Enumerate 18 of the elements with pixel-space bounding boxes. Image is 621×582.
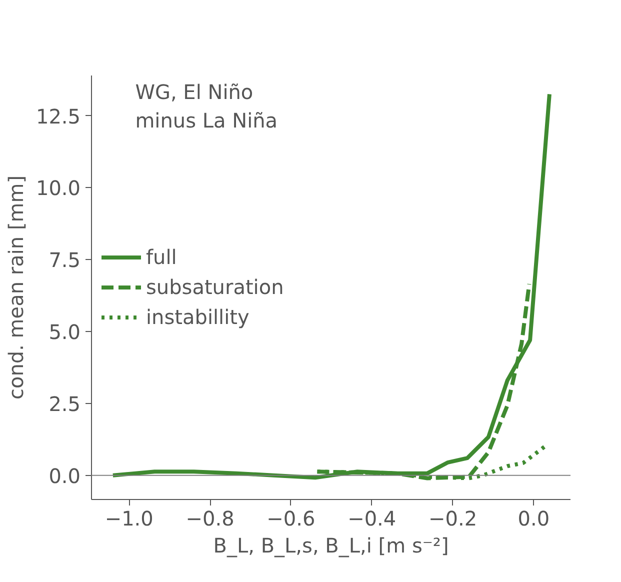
legend-label: subsaturation [146,275,284,299]
x-tick-label: −0.2 [428,506,478,530]
legend-label: instabillity [146,305,250,329]
x-tick-label: −0.6 [266,506,316,530]
x-tick-label: −0.8 [186,506,234,530]
y-tick-label: 5.0 [48,320,81,344]
y-tick-label: 12.5 [36,104,80,128]
y-axis-title: cond. mean rain [mm] [4,175,28,400]
y-tick-label: 10.0 [36,176,80,200]
annotation: WG, El Niño minus La Niña [135,80,278,133]
x-axis-title: B_L, B_L,s, B_L,i [m s⁻²] [213,534,449,558]
y-tick-label: 0.0 [48,464,81,488]
x-tick-label: 0.0 [518,506,550,530]
legend-label: full [146,245,177,269]
x-tick-label: −0.4 [348,506,396,530]
y-tick-label: 2.5 [48,392,81,416]
x-tick-label: −1.0 [104,506,154,530]
y-tick-label: 7.5 [48,248,81,272]
